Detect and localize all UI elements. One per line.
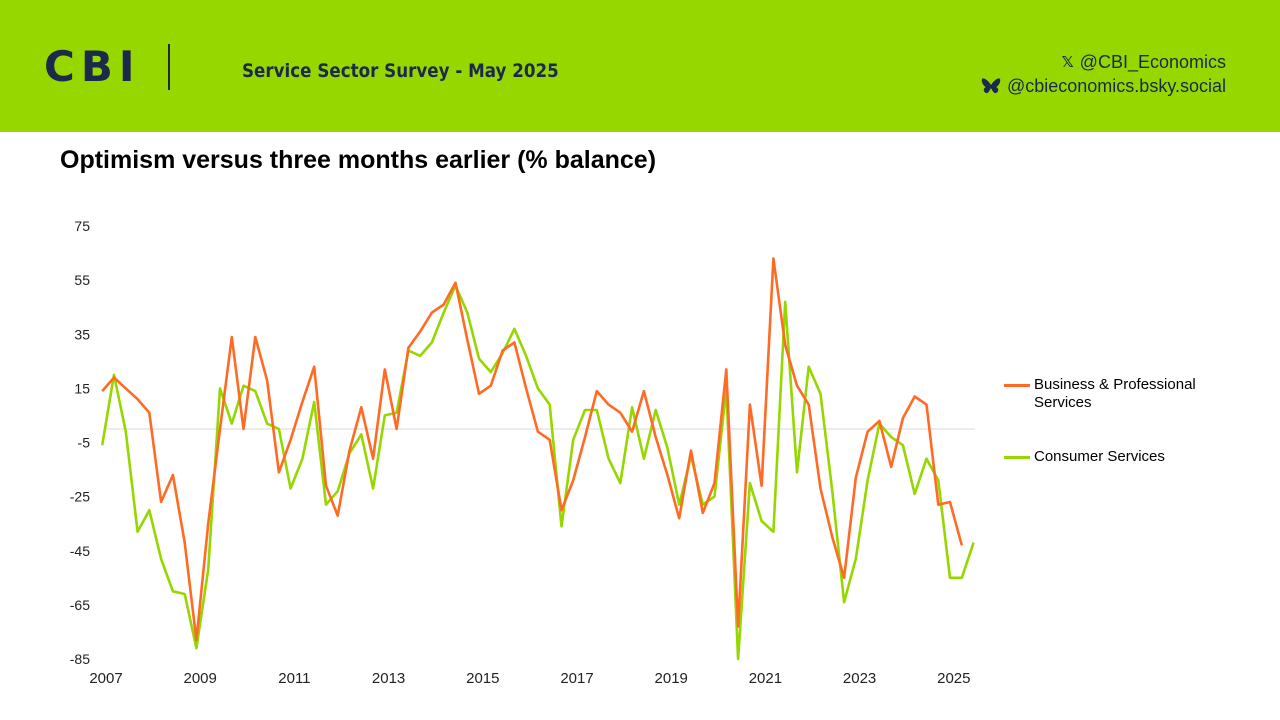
- social-bluesky-row[interactable]: @cbieconomics.bsky.social: [981, 74, 1226, 98]
- y-tick-label: -25: [70, 489, 90, 505]
- cbi-logo-bar: [168, 44, 170, 90]
- series-line-business: [101, 257, 964, 642]
- y-tick-label: 35: [74, 326, 90, 342]
- header-banner: CBI Service Sector Survey - May 2025 𝕏 @…: [0, 0, 1280, 132]
- x-tick-label: 2007: [89, 670, 122, 687]
- legend-label-business: Business & Professional Services: [1034, 376, 1196, 411]
- y-tick-label: 55: [74, 272, 90, 288]
- legend-swatch-business: [1004, 384, 1030, 387]
- social-handles: 𝕏 @CBI_Economics @cbieconomics.bsky.soci…: [981, 50, 1226, 98]
- legend-item-business: Business & Professional Services: [1004, 376, 1244, 412]
- x-tick-label: 2021: [749, 670, 782, 687]
- x-tick-label: 2011: [278, 670, 310, 687]
- x-tick-label: 2023: [843, 670, 876, 687]
- y-tick-label: -5: [78, 435, 91, 451]
- x-tick-label: 2009: [184, 670, 217, 687]
- social-x-handle[interactable]: @CBI_Economics: [1079, 52, 1226, 72]
- y-tick-label: 15: [74, 380, 90, 396]
- social-x-row[interactable]: 𝕏 @CBI_Economics: [981, 50, 1226, 74]
- x-logo-icon: 𝕏: [1061, 53, 1074, 71]
- butterfly-icon: [981, 78, 1001, 94]
- social-bluesky-handle[interactable]: @cbieconomics.bsky.social: [1006, 76, 1226, 96]
- chart-title: Optimism versus three months earlier (% …: [60, 146, 657, 174]
- series-layer: [100, 257, 975, 661]
- y-axis: 75 55 35 15 -5 -25 -45 -65 -85: [70, 218, 90, 667]
- x-tick-label: 2015: [466, 670, 499, 687]
- x-axis: 2007 2009 2011 2013 2015 2017 2019 2021 2023 2025: [89, 428, 975, 687]
- legend-label-consumer: Consumer Services: [1034, 448, 1165, 465]
- legend-item-consumer: Consumer Services: [1004, 448, 1244, 466]
- y-tick-label: 75: [74, 218, 90, 234]
- cbi-logo: CBI: [44, 44, 184, 90]
- survey-title: Service Sector Survey - May 2025: [242, 60, 559, 82]
- y-tick-label: -65: [70, 597, 90, 613]
- y-tick-label: -85: [70, 651, 90, 667]
- legend-swatch-consumer: [1004, 456, 1030, 459]
- x-tick-label: 2019: [655, 670, 688, 687]
- series-line-consumer: [100, 284, 975, 661]
- x-tick-label: 2017: [560, 670, 593, 687]
- y-tick-label: -45: [70, 543, 90, 559]
- x-tick-label: 2025: [937, 670, 970, 687]
- cbi-logo-text: CBI: [44, 42, 141, 91]
- chart-legend: Business & Professional Services Consume…: [1004, 376, 1244, 502]
- x-tick-label: 2013: [372, 670, 405, 687]
